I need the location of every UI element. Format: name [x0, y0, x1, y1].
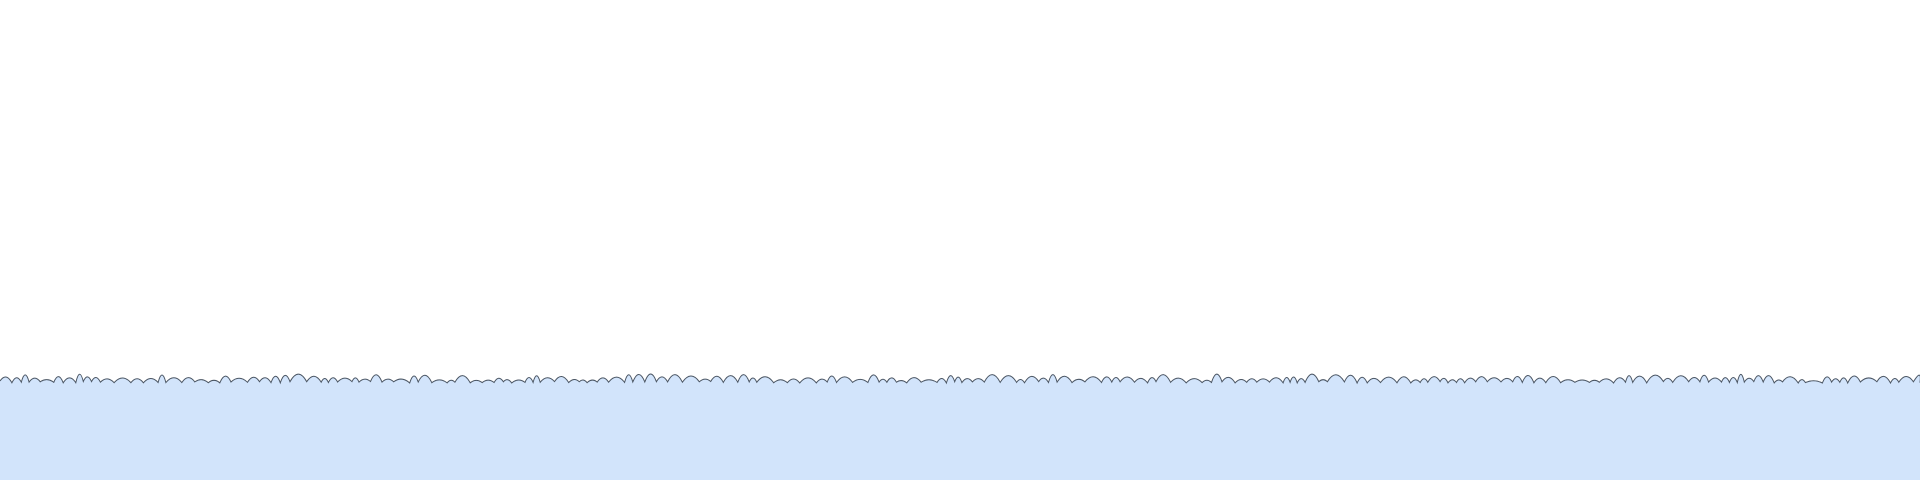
ground-fill: [0, 373, 1920, 480]
ground-scalloped-edge: [0, 373, 1920, 385]
